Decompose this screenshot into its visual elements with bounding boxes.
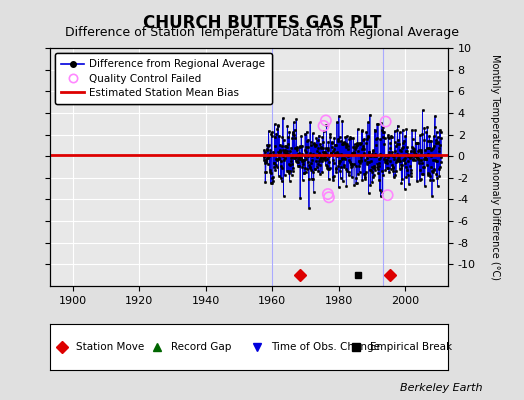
Point [384,192,392,198]
Point [381,118,390,125]
Point [324,191,332,197]
Text: Difference of Station Temperature Data from Regional Average: Difference of Station Temperature Data f… [65,26,459,39]
Text: Berkeley Earth: Berkeley Earth [400,383,482,393]
Text: Record Gap: Record Gap [171,342,232,352]
Text: Empirical Break: Empirical Break [370,342,453,352]
Point [325,194,333,200]
Y-axis label: Monthly Temperature Anomaly Difference (°C): Monthly Temperature Anomaly Difference (… [489,54,499,280]
Point [319,123,328,129]
Legend: Difference from Regional Average, Quality Control Failed, Estimated Station Mean: Difference from Regional Average, Qualit… [55,53,271,104]
Text: CHURCH BUTTES GAS PLT: CHURCH BUTTES GAS PLT [143,14,381,32]
Text: Time of Obs. Change: Time of Obs. Change [271,342,380,352]
Point [322,117,330,124]
Text: Station Move: Station Move [75,342,144,352]
